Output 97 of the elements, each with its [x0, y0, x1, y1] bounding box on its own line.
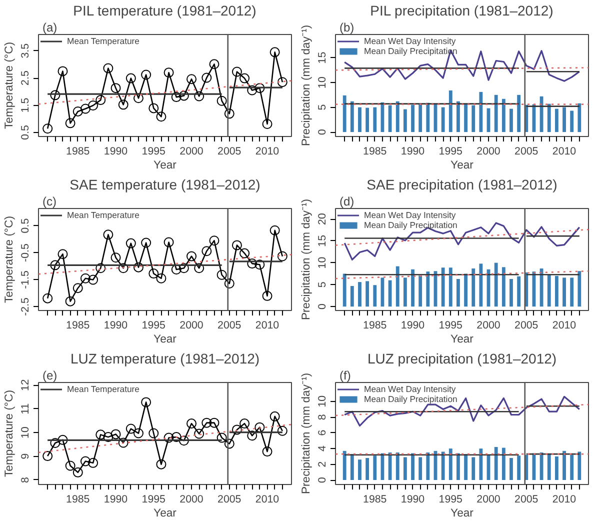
legend-label: Mean Wet Day Intensity [364, 36, 456, 46]
y-tick-label: 0 [316, 304, 328, 310]
x-axis-title: Year [154, 508, 177, 520]
legend-label: Mean Wet Day Intensity [364, 210, 456, 220]
y-tick-label: 6 [316, 430, 328, 436]
y-tick-label: 2.5 [20, 70, 32, 86]
text: (e) [42, 368, 58, 382]
y-tick-label: 0.5 [20, 218, 32, 234]
legend-label: Mean Temperature [67, 384, 140, 394]
y-tick-label: 3.5 [20, 43, 32, 58]
y-tick-label: 10 [20, 426, 32, 438]
x-tick-label: 2010 [552, 494, 576, 506]
y-tick-label: 0.5 [20, 124, 32, 140]
x-tick-label: 2005 [218, 494, 242, 506]
y-tick-label: 11 [20, 403, 32, 414]
y-axis-title: Precipitation (mm day⁻¹) [300, 372, 312, 494]
x-tick-label: 1985 [363, 494, 387, 506]
x-tick-label: 2005 [218, 320, 242, 332]
x-tick-label: 1985 [363, 320, 387, 332]
x-tick-label: 2010 [552, 146, 576, 158]
annotation: (a) [42, 20, 58, 34]
x-tick-label: 2010 [552, 320, 576, 332]
x-axis-title: Year [154, 160, 177, 172]
x-tick-label: 1995 [438, 494, 463, 506]
chart-title: LUZ precipitation (1981–2012) [367, 350, 557, 366]
y-tick-label: 8 [20, 476, 32, 483]
chart-title: LUZ temperature (1981–2012) [70, 350, 260, 366]
y-tick-label: 0 [316, 476, 328, 483]
x-axis-title: Year [154, 334, 177, 346]
x-tick-label: 2000 [476, 146, 500, 158]
x-tick-label: 2000 [180, 146, 204, 158]
chart-title: PIL temperature (1981–2012) [73, 2, 256, 18]
legend-label: Mean Temperature [67, 210, 140, 220]
annotation: (f) [340, 368, 351, 382]
y-tick-label: 5 [316, 282, 328, 288]
text: (d) [340, 194, 354, 208]
y-tick-label: 1.5 [20, 98, 32, 113]
y-tick-label: 10 [316, 256, 328, 269]
chart-title: PIL precipitation (1981–2012) [370, 2, 554, 18]
legend-label: Mean Temperature [67, 36, 140, 46]
x-axis-title: Year [450, 508, 474, 520]
x-tick-label: 1995 [438, 320, 463, 332]
x-tick-label: 1990 [400, 320, 425, 332]
x-tick-label: 1990 [400, 494, 425, 506]
x-tick-label: 1990 [104, 494, 128, 506]
y-tick-label: 8 [316, 414, 328, 420]
x-tick-label: 2000 [180, 320, 204, 332]
x-tick-label: 2005 [514, 494, 538, 506]
x-tick-label: 2005 [514, 146, 538, 158]
x-tick-label: 1985 [66, 320, 90, 332]
y-tick-label: 10 [316, 76, 328, 88]
legend-label: Mean Daily Precipitation [364, 394, 458, 404]
x-tick-label: 1985 [66, 494, 90, 506]
y-tick-label: -0.5 [20, 244, 32, 262]
x-tick-label: 2010 [255, 320, 280, 332]
legend-label: Mean Wet Day Intensity [364, 384, 456, 394]
legend-label: Mean Daily Precipitation [364, 220, 458, 230]
annotation: (c) [42, 194, 56, 208]
x-tick-label: 2005 [514, 320, 538, 332]
x-tick-label: 2000 [180, 494, 204, 506]
x-tick-label: 1995 [142, 146, 166, 158]
x-axis-title: Year [450, 334, 474, 346]
y-axis-title: Temperature (°C) [4, 42, 16, 129]
x-tick-label: 1985 [66, 146, 90, 158]
y-tick-label: -1.5 [20, 270, 32, 289]
x-tick-label: 1990 [400, 146, 425, 158]
chart-title: SAE temperature (1981–2012) [70, 176, 260, 192]
y-axis-title: Precipitation (mm day⁻¹) [300, 24, 312, 146]
annotation: (b) [340, 20, 354, 34]
y-axis-title: Precipitation (mm day⁻¹) [300, 198, 312, 320]
x-tick-label: 2005 [218, 146, 242, 158]
y-tick-label: 2 [316, 461, 328, 468]
y-tick-label: 0 [316, 129, 328, 136]
y-tick-label: 15 [316, 52, 328, 64]
y-tick-label: 20 [316, 213, 328, 225]
chart-title: SAE precipitation (1981–2012) [366, 176, 558, 192]
y-tick-label: -2.5 [20, 297, 32, 316]
x-tick-label: 1990 [104, 146, 128, 158]
y-tick-label: 4 [316, 446, 328, 452]
x-tick-label: 1995 [142, 320, 166, 332]
y-tick-label: 15 [316, 234, 328, 247]
x-tick-label: 1990 [104, 320, 128, 332]
y-axis-title: Temperature (°C) [4, 216, 16, 303]
x-tick-label: 2000 [476, 494, 500, 506]
x-axis-title: Year [450, 160, 474, 172]
y-tick-label: 5 [316, 104, 328, 110]
x-tick-label: 2000 [476, 320, 500, 332]
x-tick-label: 2010 [255, 494, 280, 506]
y-tick-label: 9 [20, 453, 32, 460]
x-tick-label: 1985 [363, 146, 387, 158]
x-tick-label: 1995 [438, 146, 463, 158]
x-tick-label: 2010 [255, 146, 280, 158]
y-tick-label: 10 [316, 395, 328, 408]
y-axis-title: Temperature (°C) [4, 390, 16, 477]
y-tick-label: 12 [20, 379, 32, 392]
x-tick-label: 1995 [142, 494, 166, 506]
legend-label: Mean Daily Precipitation [364, 46, 458, 56]
